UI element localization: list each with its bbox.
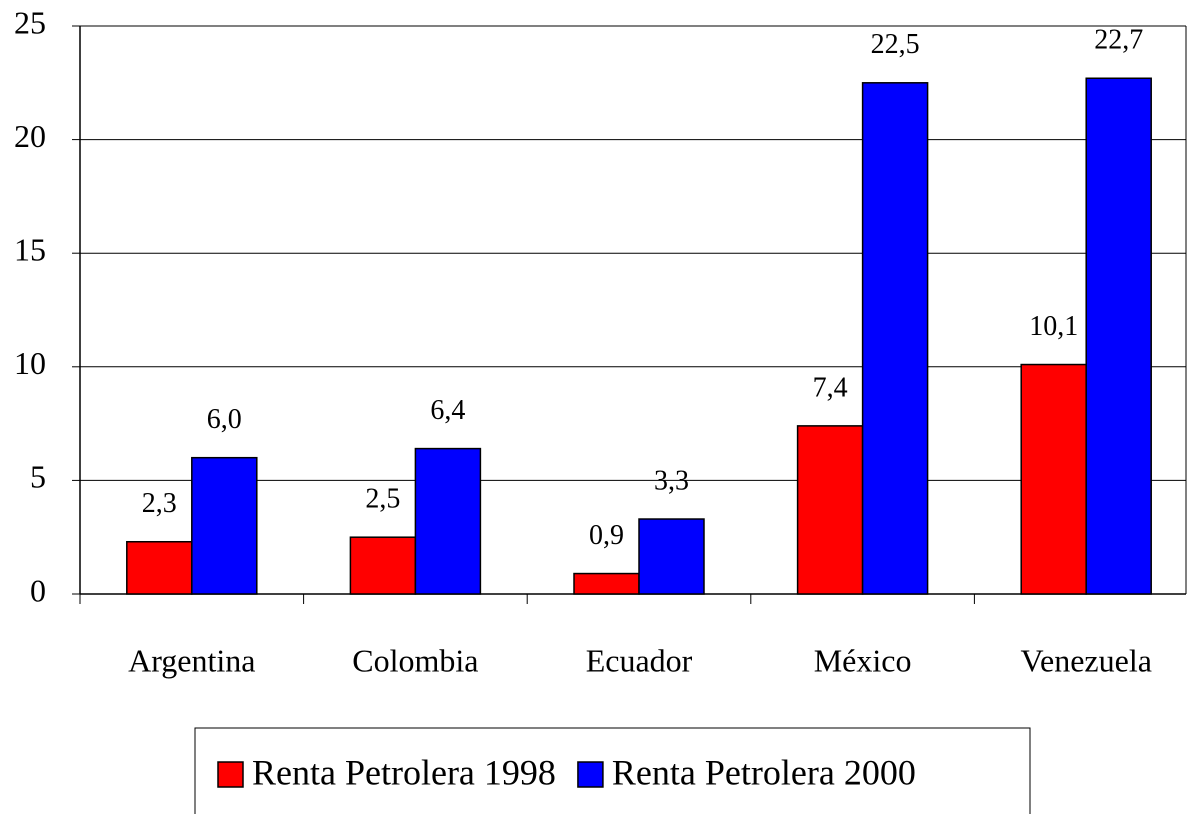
legend-label: Renta Petrolera 2000 — [612, 752, 916, 792]
value-label: 0,9 — [589, 520, 624, 551]
x-tick-label: Argentina — [128, 642, 255, 678]
value-label: 22,5 — [871, 29, 920, 60]
legend-label: Renta Petrolera 1998 — [252, 752, 556, 792]
value-label: 22,7 — [1094, 25, 1143, 56]
y-tick-label: 20 — [14, 118, 46, 154]
y-tick-label: 5 — [30, 459, 46, 495]
bar — [1085, 77, 1152, 595]
bar — [861, 82, 929, 595]
y-tick-label: 25 — [14, 4, 46, 40]
value-label: 2,5 — [365, 484, 400, 515]
legend-swatch — [217, 761, 244, 788]
x-tick-label: México — [814, 642, 912, 678]
x-tick-label: Venezuela — [1020, 642, 1151, 678]
bar — [573, 572, 640, 595]
bar — [796, 425, 864, 595]
y-tick-label: 10 — [14, 345, 46, 381]
bar — [349, 536, 417, 595]
bar — [638, 518, 705, 595]
value-label: 3,3 — [654, 465, 689, 496]
bar — [126, 540, 193, 595]
legend-box — [194, 727, 1031, 814]
value-label: 6,0 — [207, 404, 242, 435]
bar — [414, 447, 482, 595]
legend-swatch — [577, 761, 604, 788]
y-tick-label: 15 — [14, 232, 46, 268]
y-tick-label: 0 — [30, 572, 46, 608]
x-tick-label: Colombia — [352, 642, 478, 678]
value-label: 10,1 — [1029, 311, 1078, 342]
value-label: 6,4 — [430, 395, 465, 426]
x-tick-label: Ecuador — [586, 642, 693, 678]
bar — [191, 456, 258, 595]
bar — [1020, 363, 1087, 595]
value-label: 7,4 — [813, 372, 848, 403]
value-label: 2,3 — [142, 488, 177, 519]
